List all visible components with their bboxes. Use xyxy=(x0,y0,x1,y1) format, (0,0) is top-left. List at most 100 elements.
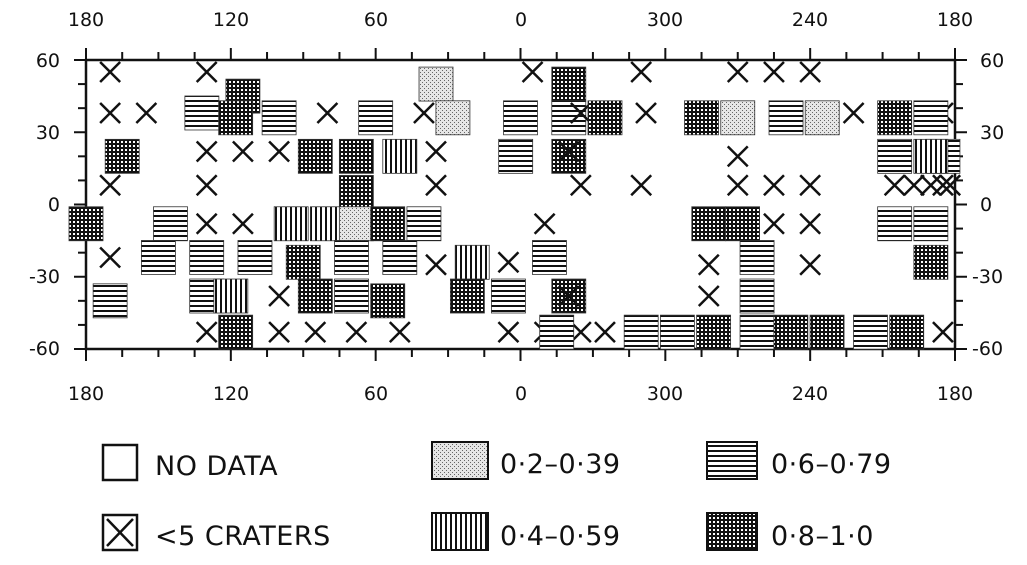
legend-item-c2: 0·4–0·59 xyxy=(431,512,620,552)
legend-label-c4: 0·8–1·0 xyxy=(771,521,874,552)
horizontal-hatch-swatch xyxy=(706,441,758,480)
map-cell-c3 xyxy=(877,138,913,174)
few-craters-mark xyxy=(569,174,592,197)
few-craters-mark xyxy=(557,285,580,307)
map-cell-c3 xyxy=(406,206,442,242)
few-craters-mark xyxy=(726,145,749,168)
map-cell-c4 xyxy=(338,138,374,174)
few-craters-mark xyxy=(135,102,158,124)
left-lat-label: 60 xyxy=(36,50,60,72)
legend-label-no-data: NO DATA xyxy=(155,451,278,482)
map-cell-c2 xyxy=(454,244,490,280)
bottom-lon-label: 180 xyxy=(937,383,973,405)
few-craters-mark xyxy=(521,61,544,83)
legend-label-c1: 0·2–0·39 xyxy=(500,449,621,480)
right-latitude-labels: 60 30 0 -30 -60 xyxy=(972,50,1004,360)
map-cell-c4 xyxy=(551,138,587,174)
few-craters-mark xyxy=(630,61,653,83)
few-craters-mark xyxy=(763,61,785,83)
map-cells xyxy=(68,61,962,350)
few-craters-mark xyxy=(195,61,218,83)
map-cell-c1 xyxy=(804,100,840,136)
few-craters-mark xyxy=(799,212,822,235)
few-craters-mark xyxy=(932,321,954,344)
left-lat-label: 30 xyxy=(36,122,60,144)
map-cell-c3 xyxy=(623,314,659,350)
few-craters-mark xyxy=(697,285,720,307)
bottom-longitude-labels: 180 120 60 0 300 240 180 xyxy=(68,383,973,405)
no-data-swatch xyxy=(101,443,139,482)
few-craters-mark xyxy=(569,102,592,124)
map-cell-c3 xyxy=(853,314,888,350)
map-cell-c3 xyxy=(334,278,369,314)
few-craters-mark xyxy=(903,174,925,197)
legend-item-c3: 0·6–0·79 xyxy=(706,441,891,480)
map-cell-c3 xyxy=(153,206,188,242)
left-latitude-labels: 60 30 0 -30 -60 xyxy=(29,50,60,360)
few-craters-mark xyxy=(635,102,657,124)
map-cell-c1 xyxy=(720,100,756,136)
map-cell-c4 xyxy=(913,244,949,280)
map-cell-c3 xyxy=(503,100,538,136)
few-craters-mark xyxy=(939,174,962,197)
few-craters-mark xyxy=(883,174,906,197)
few-craters-mark xyxy=(932,174,954,197)
right-lat-label: -30 xyxy=(972,266,1003,288)
few-craters-mark xyxy=(557,140,580,163)
map-cell-c3 xyxy=(539,314,575,350)
map-cell-c3 xyxy=(92,283,128,319)
top-lon-label: 60 xyxy=(364,9,388,31)
legend-label-few-craters: <5 CRATERS xyxy=(155,521,331,552)
map-cell-c4 xyxy=(449,278,485,314)
bottom-lon-label: 0 xyxy=(515,383,527,405)
legend-item-few-craters: <5 CRATERS xyxy=(101,513,331,552)
few-craters-mark xyxy=(304,321,327,344)
map-cell-c4 xyxy=(551,66,587,102)
few-craters-mark xyxy=(630,174,653,197)
few-craters-mark xyxy=(195,174,218,197)
legend-item-no-data: NO DATA xyxy=(101,443,278,482)
few-craters-mark xyxy=(195,321,218,344)
map-cell-c4 xyxy=(218,314,254,350)
legend: NO DATA <5 CRATERS 0·2–0·39 0·4–0·59 0·6… xyxy=(101,441,891,552)
map-cell-c3 xyxy=(739,240,775,275)
legend-item-c4: 0·8–1·0 xyxy=(706,512,874,552)
map-cell-c4 xyxy=(297,138,333,174)
map-cell-c4 xyxy=(725,206,760,242)
few-craters-mark xyxy=(99,246,122,269)
map-cell-c4 xyxy=(877,100,913,136)
few-craters-mark xyxy=(425,174,447,197)
few-craters-mark xyxy=(726,61,749,83)
few-craters-mark xyxy=(799,253,822,276)
map-cell-c3 xyxy=(877,206,913,242)
map-cell-c2 xyxy=(273,206,309,242)
map-cell-c4 xyxy=(773,314,809,350)
top-lon-label: 120 xyxy=(213,9,249,31)
map-cell-c3 xyxy=(739,314,775,350)
few-craters-mark xyxy=(99,102,122,124)
map-cell-c3 xyxy=(141,240,176,275)
top-lon-label: 180 xyxy=(68,9,104,31)
map-cell-c3 xyxy=(660,314,695,350)
map-cell-c4 xyxy=(587,100,623,136)
map-cell-c3 xyxy=(739,278,775,314)
map-cell-c3 xyxy=(768,100,804,136)
map-cell-c1 xyxy=(435,100,471,136)
few-craters-mark xyxy=(497,251,520,274)
map-cell-c3 xyxy=(498,138,534,174)
few-craters-mark xyxy=(99,61,122,83)
few-craters-mark xyxy=(99,174,122,197)
crosshatch-swatch xyxy=(706,512,758,551)
map-cell-c3 xyxy=(334,240,369,275)
map-cell-c2 xyxy=(213,278,249,314)
few-craters-mark xyxy=(569,321,592,344)
right-lat-label: 0 xyxy=(980,194,992,216)
map-cell-c3 xyxy=(491,278,526,314)
axis-ticks xyxy=(74,48,967,361)
bottom-lon-label: 300 xyxy=(647,383,683,405)
few-craters-mark xyxy=(388,321,411,344)
bottom-lon-label: 120 xyxy=(213,383,249,405)
map-cell-c3 xyxy=(261,100,297,136)
map-cell-c3 xyxy=(551,100,587,136)
